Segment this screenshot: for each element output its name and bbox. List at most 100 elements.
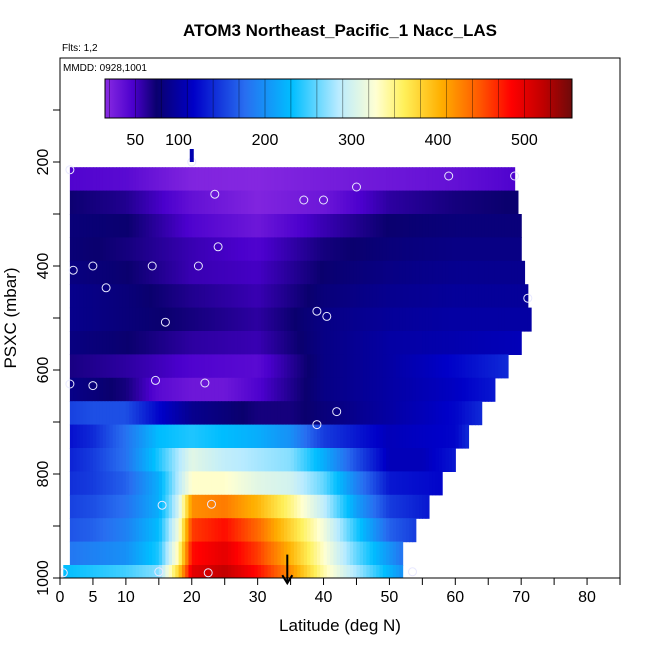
heat-cell <box>504 167 509 192</box>
heat-cell <box>392 237 397 262</box>
heat-cell <box>234 214 239 238</box>
heat-cell <box>201 565 206 578</box>
heat-cell <box>461 424 466 449</box>
heat-cell <box>471 377 476 402</box>
heat-cell <box>106 401 111 426</box>
heat-cell <box>511 167 516 192</box>
heat-cell <box>303 167 308 192</box>
heat-cell <box>211 471 216 496</box>
heat-cell <box>412 518 417 543</box>
heat-cell <box>284 284 288 309</box>
heat-cell <box>405 494 410 519</box>
heat-cell <box>369 448 374 472</box>
heat-cell <box>442 448 447 472</box>
heat-cell <box>257 354 262 379</box>
heat-cell <box>260 471 265 496</box>
heat-cell <box>168 260 173 285</box>
heat-cell <box>320 354 325 379</box>
heat-cell <box>428 354 433 379</box>
heat-cell <box>455 214 460 238</box>
heat-cell <box>204 494 209 519</box>
heat-cell <box>419 377 423 402</box>
heat-cell <box>405 260 410 285</box>
heat-cell <box>214 284 219 309</box>
heat-cell <box>204 471 209 496</box>
heat-cell <box>488 260 493 285</box>
heat-cell <box>481 237 486 262</box>
heat-cell <box>152 237 157 262</box>
heat-cell <box>208 354 213 379</box>
heat-cell <box>366 167 371 192</box>
heat-cell <box>277 284 282 309</box>
heat-cell <box>382 541 387 566</box>
heat-cell <box>158 541 163 566</box>
heat-cell <box>323 284 328 309</box>
heat-cell <box>300 565 305 578</box>
heat-cell <box>247 237 252 262</box>
heat-cell <box>119 354 124 379</box>
heat-cell <box>323 448 328 472</box>
heat-cell <box>247 565 252 578</box>
heat-cell <box>116 237 120 262</box>
track-marker <box>319 195 328 205</box>
heat-cell <box>448 214 453 238</box>
heat-cell <box>155 377 160 402</box>
heat-cell <box>484 284 489 309</box>
heat-cell <box>172 190 176 215</box>
heat-cell <box>178 307 183 332</box>
heat-cell <box>142 331 147 355</box>
heat-cell <box>201 237 206 262</box>
heat-cell <box>323 494 328 519</box>
heat-cell <box>109 260 114 285</box>
heat-cell <box>310 354 315 379</box>
heat-cell <box>471 331 476 355</box>
heat-cell <box>195 354 199 379</box>
heat-cell <box>92 424 97 449</box>
heat-cell <box>438 424 443 449</box>
heat-cell <box>330 331 335 355</box>
heat-cell <box>280 331 285 355</box>
heat-cell <box>287 331 292 355</box>
heat-cell <box>382 284 387 309</box>
heat-cell <box>372 448 377 472</box>
heat-cell <box>175 494 180 519</box>
heat-cell <box>142 377 147 402</box>
heat-cell <box>178 494 183 519</box>
heat-cell <box>396 494 400 519</box>
heat-cell <box>241 260 246 285</box>
heat-cell <box>270 401 275 426</box>
heat-cell <box>356 471 361 496</box>
heat-cell <box>363 237 367 262</box>
heat-cell <box>310 401 315 426</box>
heat-cell <box>112 494 117 519</box>
heat-cell <box>175 214 180 238</box>
heat-cell <box>333 401 338 426</box>
heat-cell <box>320 284 325 309</box>
heat-cell <box>231 518 236 543</box>
heat-cell <box>89 237 94 262</box>
heat-cell <box>428 284 433 309</box>
heat-cell <box>402 377 407 402</box>
heat-cell <box>484 331 489 355</box>
heat-cell <box>363 307 367 332</box>
heat-cell <box>129 237 134 262</box>
heat-cell <box>491 237 496 262</box>
heat-cell <box>320 377 325 402</box>
heat-cell <box>102 377 107 402</box>
heat-cell <box>109 494 114 519</box>
heat-cell <box>116 448 120 472</box>
heat-cell <box>340 471 344 496</box>
heat-cell <box>102 190 107 215</box>
heat-cell <box>349 424 354 449</box>
heat-cell <box>435 354 440 379</box>
heat-cell <box>336 518 341 543</box>
heat-cell <box>86 190 91 215</box>
heat-cell <box>468 354 473 379</box>
heat-cell <box>89 190 94 215</box>
heat-cell <box>425 237 430 262</box>
heat-cell <box>468 190 473 215</box>
heat-cell <box>277 167 282 192</box>
heat-cell <box>405 307 410 332</box>
heat-cell <box>231 565 236 578</box>
heat-cell <box>178 377 183 402</box>
